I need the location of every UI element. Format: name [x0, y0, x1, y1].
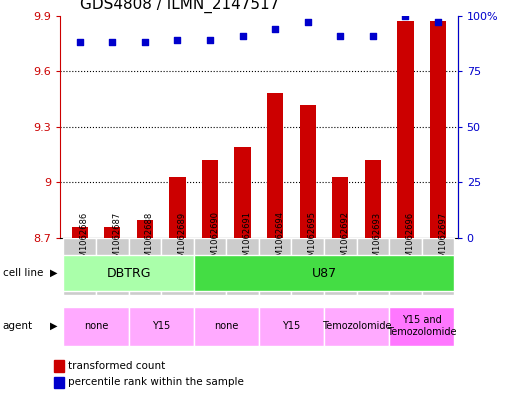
Point [206, 37, 214, 43]
Point [336, 33, 345, 39]
Bar [129, 238, 161, 295]
Text: GSM1062691: GSM1062691 [243, 211, 252, 268]
Point [108, 39, 117, 46]
Point [434, 19, 442, 26]
Text: GSM1062693: GSM1062693 [373, 211, 382, 268]
Text: GSM1062686: GSM1062686 [79, 211, 89, 268]
Bar [422, 238, 454, 295]
Bar [96, 238, 129, 295]
Text: GSM1062694: GSM1062694 [275, 211, 284, 268]
Bar [194, 307, 259, 346]
Point [369, 33, 377, 39]
Bar [137, 220, 153, 238]
Point [238, 33, 247, 39]
Text: GSM1062692: GSM1062692 [340, 211, 349, 268]
Text: transformed count: transformed count [68, 361, 165, 371]
Bar [63, 255, 194, 291]
Bar [324, 307, 389, 346]
Point [173, 37, 181, 43]
Text: GSM1062695: GSM1062695 [308, 211, 317, 268]
Bar [259, 238, 291, 295]
Bar [389, 238, 422, 295]
Bar [161, 238, 194, 295]
Bar [300, 105, 316, 238]
Bar [202, 160, 218, 238]
Bar [63, 307, 129, 346]
Text: GSM1062687: GSM1062687 [112, 211, 121, 268]
Bar [324, 238, 357, 295]
Point [75, 39, 84, 46]
Bar [267, 94, 283, 238]
Bar [54, 377, 64, 388]
Text: GSM1062688: GSM1062688 [145, 211, 154, 268]
Bar [357, 238, 389, 295]
Bar [63, 238, 96, 295]
Text: Y15 and
Temozolomide: Y15 and Temozolomide [387, 316, 457, 337]
Text: GSM1062696: GSM1062696 [405, 211, 415, 268]
Text: Y15: Y15 [152, 321, 170, 331]
Bar [365, 160, 381, 238]
Bar [194, 238, 226, 295]
Text: ▶: ▶ [50, 268, 57, 278]
Text: Y15: Y15 [282, 321, 301, 331]
Text: U87: U87 [312, 266, 337, 280]
Bar [54, 360, 64, 372]
Text: agent: agent [3, 321, 33, 331]
Point [271, 26, 279, 32]
Bar [194, 255, 454, 291]
Bar [104, 227, 120, 238]
Text: none: none [84, 321, 108, 331]
Bar [226, 238, 259, 295]
Bar [259, 307, 324, 346]
Point [401, 13, 410, 19]
Bar [332, 177, 348, 238]
Bar [169, 177, 186, 238]
Bar [129, 307, 194, 346]
Bar [430, 21, 446, 238]
Text: ▶: ▶ [50, 321, 57, 331]
Text: GSM1062689: GSM1062689 [177, 211, 186, 268]
Point [303, 19, 312, 26]
Bar [234, 147, 251, 238]
Text: GSM1062697: GSM1062697 [438, 211, 447, 268]
Text: DBTRG: DBTRG [106, 266, 151, 280]
Bar [397, 21, 414, 238]
Text: cell line: cell line [3, 268, 43, 278]
Text: percentile rank within the sample: percentile rank within the sample [68, 377, 244, 387]
Text: GSM1062690: GSM1062690 [210, 211, 219, 268]
Bar [291, 238, 324, 295]
Text: none: none [214, 321, 238, 331]
Text: GDS4808 / ILMN_2147517: GDS4808 / ILMN_2147517 [80, 0, 279, 13]
Point [141, 39, 149, 46]
Bar [389, 307, 454, 346]
Text: Temozolomide: Temozolomide [322, 321, 391, 331]
Bar [72, 227, 88, 238]
